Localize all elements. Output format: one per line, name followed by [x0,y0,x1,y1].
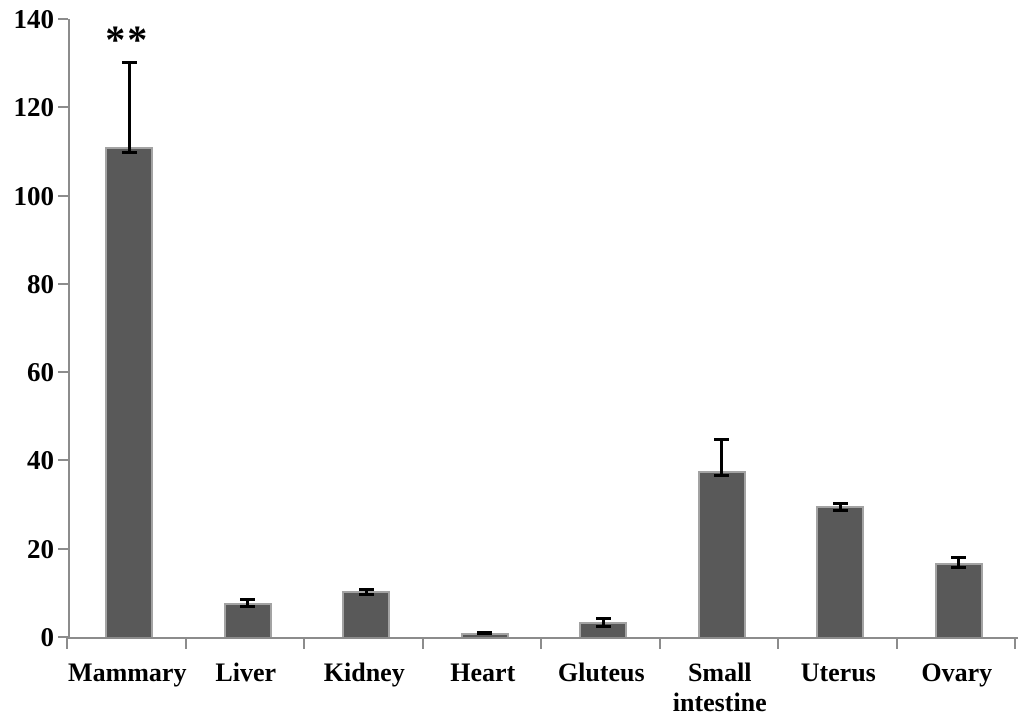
y-tick-label: 60 [27,357,54,388]
bar-kidney [342,591,391,637]
y-tick-mark [58,282,68,285]
x-tick-mark [1014,637,1016,649]
bar-uterus [816,505,865,637]
x-category-label-mammary: Mammary [68,658,187,687]
error-bar-cap-top-kidney [358,587,374,591]
x-tick-mark [184,637,187,649]
error-bar-liver [246,598,250,608]
y-tick-label: 140 [13,4,55,34]
y-tick-label: 100 [13,180,55,211]
error-bar-small-intestine [720,438,724,477]
y-tick-label: 20 [27,533,54,564]
error-bar-cap-top-gluteus [595,617,611,621]
y-tick-label: 120 [13,92,55,123]
x-tick-mark [303,637,305,649]
error-bar-cap-top-small-intestine [714,438,730,442]
x-category-label-small-intestine: Small intestine [672,658,767,717]
x-category-label-heart: Heart [450,658,516,687]
x-category-label-gluteus: Gluteus [557,658,645,687]
x-category-label-liver: Liver [215,658,277,687]
x-category-label-kidney: Kidney [323,658,405,687]
y-tick-mark [58,371,68,374]
error-bar-cap-bottom-gluteus [595,624,611,628]
y-tick-mark [58,459,68,462]
plot-area [68,19,1018,639]
bar-mammary [105,147,154,637]
error-bar-ovary [957,555,961,569]
x-tick-mark [895,637,898,649]
y-tick-label: 80 [27,268,54,299]
error-bar-gluteus [601,617,605,628]
x-category-label-ovary: Ovary [921,658,993,687]
x-category-label-uterus: Uterus [800,658,876,687]
error-bar-cap-bottom-ovary [951,565,967,569]
y-tick-mark [58,194,68,197]
error-bar-cap-bottom-heart [477,632,493,636]
y-tick-mark [58,18,68,20]
error-bar-cap-bottom-kidney [358,593,374,597]
bar-small-intestine [697,471,746,637]
error-bar-cap-top-liver [240,598,256,602]
error-bar-cap-bottom-liver [240,604,256,608]
error-bar-cap-top-ovary [951,555,967,559]
error-bar-uterus [838,501,842,513]
significance-stars: ** [105,16,150,62]
y-tick-mark [58,106,68,109]
x-tick-mark [658,637,661,649]
x-tick-mark [540,637,542,649]
y-tick-mark [58,547,68,550]
y-tick-mark [58,636,68,638]
x-tick-mark [66,637,68,649]
error-bar-kidney [364,587,368,597]
error-bar-cap-top-mammary [121,60,137,64]
y-tick-label: 0 [40,622,55,652]
x-tick-mark [777,637,779,649]
y-tick-label: 40 [27,445,54,476]
error-bar-cap-bottom-mammary [121,150,137,154]
bar-ovary [934,562,983,637]
x-tick-mark [421,637,424,649]
error-bar-cap-bottom-small-intestine [714,473,730,477]
error-bar-cap-top-uterus [832,501,848,505]
error-bar-mammary [127,60,131,154]
error-bar-cap-bottom-uterus [832,509,848,513]
